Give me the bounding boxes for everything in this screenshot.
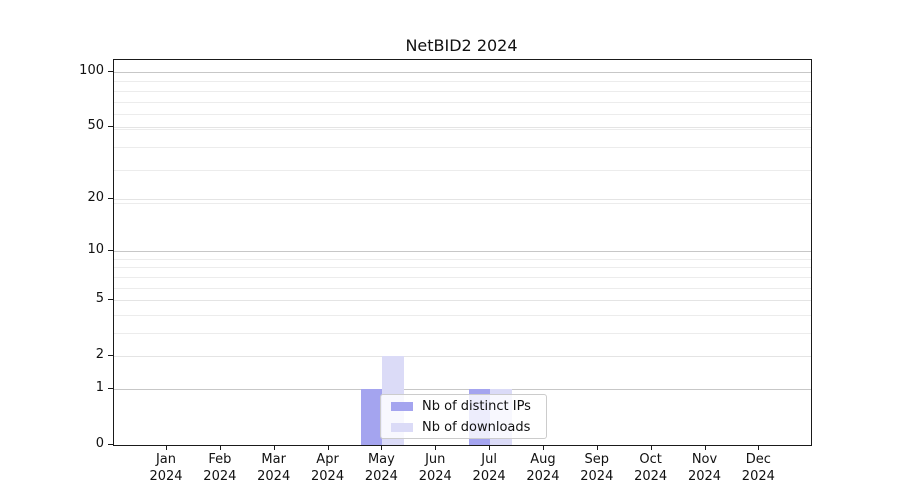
gridline-minor xyxy=(114,332,811,334)
gridline-major xyxy=(114,388,811,390)
y-tick-mark xyxy=(108,299,113,301)
x-tick-mark xyxy=(650,445,652,450)
legend-label: Nb of downloads xyxy=(422,419,531,435)
x-tick-mark xyxy=(219,445,221,450)
gridline-minor xyxy=(114,170,811,172)
gridline-major xyxy=(114,71,811,73)
x-tick-label: Dec 2024 xyxy=(730,451,786,485)
gridline-minor xyxy=(114,114,811,116)
x-tick-label: Apr 2024 xyxy=(300,451,356,485)
x-tick-month: Jul xyxy=(481,452,497,467)
x-tick-mark xyxy=(166,445,167,450)
x-tick-month: Sep xyxy=(584,452,610,467)
gridline-minor xyxy=(114,128,811,130)
x-tick-label: Oct 2024 xyxy=(623,451,679,485)
gridline-minor xyxy=(114,287,811,289)
x-tick-month: Jan xyxy=(155,452,177,467)
x-tick-year: 2024 xyxy=(741,469,775,484)
x-tick-mark xyxy=(435,445,437,450)
x-tick-year: 2024 xyxy=(311,469,345,484)
x-tick-mark xyxy=(273,445,275,450)
x-tick-month: Aug xyxy=(530,452,556,467)
x-tick-label: Feb 2024 xyxy=(192,451,248,485)
y-tick-label: 0 xyxy=(95,436,104,451)
legend-item: Nb of distinct IPs xyxy=(381,397,546,415)
legend-item: Nb of downloads xyxy=(381,418,546,436)
gridline-minor xyxy=(114,146,811,148)
bar-nb-of-distinct-ips-may-2024 xyxy=(360,388,383,445)
y-tick-label: 2 xyxy=(95,347,104,363)
gridline-minor xyxy=(114,90,811,92)
y-tick-mark xyxy=(108,197,113,199)
x-tick-year: 2024 xyxy=(257,469,291,484)
x-tick-mark xyxy=(758,445,760,450)
gridline-minor-labeled xyxy=(114,127,811,129)
y-tick-mark xyxy=(108,250,113,252)
x-tick-label: Sep 2024 xyxy=(569,451,625,485)
x-tick-year: 2024 xyxy=(149,469,183,484)
gridline-minor xyxy=(114,101,811,103)
y-tick-label: 100 xyxy=(79,62,104,78)
x-tick-month: Dec xyxy=(745,452,771,467)
x-tick-label: May 2024 xyxy=(353,451,409,485)
gridline-minor-labeled xyxy=(114,300,811,302)
x-tick-mark xyxy=(327,445,329,450)
y-tick-label: 20 xyxy=(87,189,104,205)
x-tick-label: Jul 2024 xyxy=(461,451,517,485)
x-tick-label: Jan 2024 xyxy=(138,451,194,485)
gridline-major xyxy=(114,251,811,253)
x-tick-mark xyxy=(704,445,706,450)
legend-swatch-nb-of-distinct-ips xyxy=(391,401,413,411)
x-tick-year: 2024 xyxy=(634,469,668,484)
legend: Nb of distinct IPs Nb of downloads xyxy=(380,394,547,439)
x-tick-mark xyxy=(542,445,544,450)
x-tick-month: Mar xyxy=(261,452,286,467)
gridline-minor xyxy=(114,276,811,278)
y-tick-mark xyxy=(108,355,113,357)
y-tick-label: 5 xyxy=(95,291,104,307)
y-tick-mark xyxy=(108,70,113,72)
x-tick-year: 2024 xyxy=(418,469,452,484)
chart-title: NetBID2 2024 xyxy=(405,36,518,55)
gridline-minor xyxy=(114,81,811,83)
gridline-minor-labeled xyxy=(114,198,811,200)
y-tick-label: 1 xyxy=(95,379,104,395)
x-tick-mark xyxy=(596,445,598,450)
y-tick-mark xyxy=(108,387,113,389)
x-tick-label: Aug 2024 xyxy=(515,451,571,485)
x-tick-month: Jun xyxy=(425,452,446,467)
x-tick-year: 2024 xyxy=(364,469,398,484)
x-tick-month: Oct xyxy=(639,452,662,467)
x-tick-month: Feb xyxy=(208,452,232,467)
legend-swatch-nb-of-downloads xyxy=(391,422,413,432)
gridline-minor-labeled xyxy=(114,356,811,358)
gridline-minor xyxy=(114,258,811,260)
x-tick-label: Mar 2024 xyxy=(246,451,302,485)
y-tick-mark xyxy=(108,444,113,445)
x-tick-mark xyxy=(381,445,383,450)
x-tick-label: Jun 2024 xyxy=(407,451,463,485)
x-tick-year: 2024 xyxy=(472,469,506,484)
y-tick-label: 50 xyxy=(87,118,104,134)
legend-label: Nb of distinct IPs xyxy=(422,398,531,414)
x-tick-mark xyxy=(489,445,491,450)
x-tick-year: 2024 xyxy=(203,469,237,484)
x-tick-month: Nov xyxy=(691,452,718,467)
x-tick-label: Nov 2024 xyxy=(677,451,733,485)
y-tick-label: 10 xyxy=(87,242,104,258)
x-tick-month: Apr xyxy=(316,452,339,467)
gridline-minor xyxy=(114,202,811,204)
y-tick-mark xyxy=(108,126,113,128)
x-tick-month: May xyxy=(367,452,395,467)
x-tick-year: 2024 xyxy=(526,469,560,484)
plot-area: Nb of distinct IPs Nb of downloads xyxy=(113,59,812,446)
gridline-minor xyxy=(114,267,811,269)
x-tick-year: 2024 xyxy=(580,469,614,484)
x-tick-year: 2024 xyxy=(687,469,722,484)
gridline-minor xyxy=(114,314,811,316)
